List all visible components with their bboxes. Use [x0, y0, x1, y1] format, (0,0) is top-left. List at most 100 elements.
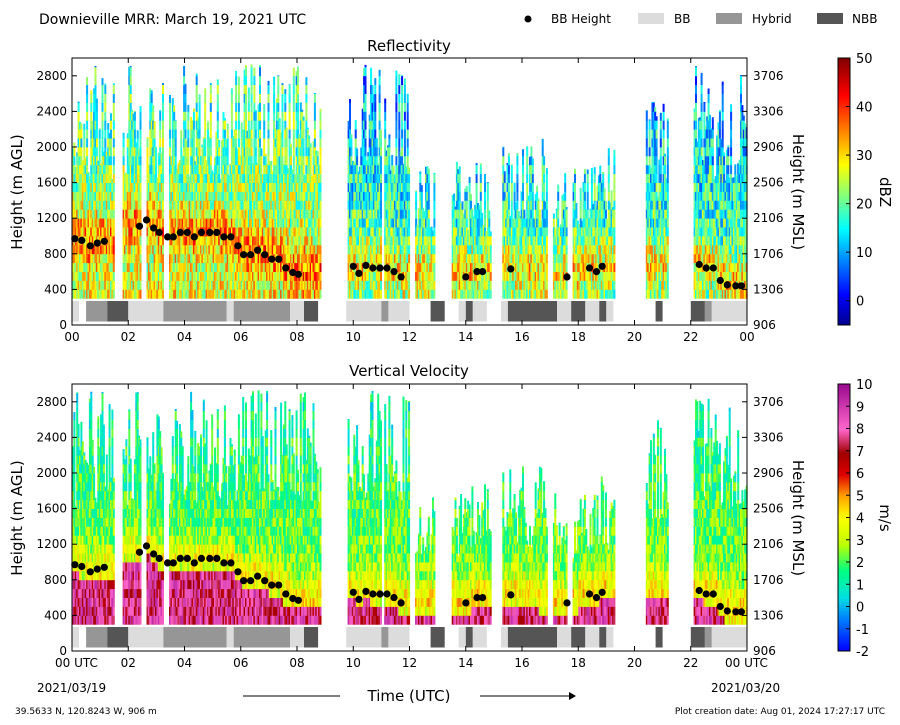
heatmap-cell [209, 218, 212, 228]
heatmap-cell [395, 129, 398, 139]
heatmap-cell [316, 289, 319, 299]
heatmap-cell [273, 200, 276, 210]
heatmap-cell [395, 147, 398, 157]
heatmap-cell [237, 236, 240, 246]
heatmap-cell [74, 244, 77, 255]
heatmap-cell [291, 280, 294, 290]
heatmap-cell [458, 173, 461, 183]
heatmap-cell [218, 164, 221, 175]
heatmap-cell [150, 244, 153, 255]
heatmap-cell [260, 262, 263, 272]
heatmap-cell [354, 147, 357, 157]
heatmap-cell [378, 93, 381, 103]
heatmap-cell [522, 164, 524, 175]
heatmap-cell [285, 253, 288, 264]
heatmap-cell [157, 218, 160, 228]
heatmap-cell [243, 164, 246, 175]
heatmap-cell [398, 93, 401, 103]
heatmap-cell [270, 227, 273, 237]
heatmap-cell [233, 182, 236, 192]
heatmap-cell [302, 262, 305, 272]
heatmap-cell [316, 200, 319, 210]
heatmap-cell [295, 138, 298, 148]
heatmap-cell [208, 164, 211, 175]
heatmap-cell [108, 280, 111, 290]
heatmap-cell [104, 155, 107, 166]
heatmap-cell [415, 209, 418, 219]
heatmap-cell [313, 289, 316, 299]
heatmap-cell [135, 262, 138, 272]
heatmap-cell [256, 173, 259, 183]
heatmap-cell [111, 178, 114, 183]
heatmap-cell [185, 262, 188, 272]
heatmap-cell [195, 236, 198, 246]
heatmap-cell [176, 236, 179, 246]
heatmap-cell [128, 84, 131, 94]
heatmap-cell [195, 227, 198, 237]
heatmap-cell [160, 164, 163, 175]
heatmap-cell [245, 138, 247, 148]
heatmap-cell [230, 218, 233, 228]
heatmap-cell [205, 191, 208, 201]
heatmap-cell [185, 182, 188, 192]
heatmap-cell [507, 153, 510, 157]
heatmap-cell [98, 218, 101, 228]
heatmap-cell [360, 244, 363, 255]
heatmap-cell [221, 173, 224, 183]
heatmap-cell [364, 129, 367, 139]
heatmap-cell [207, 147, 209, 157]
heatmap-cell [531, 158, 534, 166]
heatmap-cell [368, 147, 371, 157]
heatmap-cell [372, 218, 375, 228]
heatmap-cell [93, 182, 96, 192]
heatmap-cell [250, 280, 253, 290]
heatmap-cell [284, 155, 287, 166]
heatmap-cell [184, 289, 187, 299]
heatmap-cell [433, 182, 436, 192]
heatmap-cell [356, 148, 359, 157]
heatmap-cell [207, 129, 209, 139]
heatmap-cell [479, 173, 482, 183]
heatmap-cell [301, 129, 304, 139]
heatmap-cell [513, 182, 516, 192]
heatmap-cell [229, 163, 232, 166]
heatmap-cell [254, 164, 257, 175]
heatmap-cell [380, 191, 382, 201]
heatmap-cell [264, 280, 267, 290]
heatmap-cell [80, 123, 83, 130]
heatmap-cell [131, 109, 134, 112]
heatmap-cell [225, 218, 228, 228]
heatmap-cell [253, 191, 256, 201]
heatmap-cell [90, 244, 93, 255]
heatmap-cell [105, 182, 108, 192]
heatmap-cell [146, 155, 149, 166]
heatmap-cell [187, 129, 190, 139]
heatmap-cell [209, 120, 212, 130]
heatmap-cell [318, 289, 321, 299]
heatmap-cell [378, 111, 381, 121]
heatmap-cell [170, 280, 173, 290]
heatmap-cell [256, 218, 259, 228]
heatmap-cell [178, 173, 181, 183]
heatmap-cell [221, 227, 224, 237]
heatmap-cell [282, 173, 285, 183]
heatmap-cell [110, 129, 112, 139]
heatmap-cell [169, 155, 171, 166]
heatmap-cell [401, 129, 404, 139]
heatmap-cell [273, 280, 276, 290]
heatmap-cell [287, 271, 290, 281]
heatmap-cell [530, 147, 533, 157]
heatmap-cell [195, 129, 198, 139]
heatmap-cell [128, 138, 131, 148]
heatmap-cell [91, 138, 94, 148]
heatmap-cell [267, 191, 270, 201]
heatmap-cell [510, 209, 513, 219]
heatmap-cell [284, 93, 287, 103]
heatmap-cell [221, 289, 224, 299]
heatmap-cell [281, 236, 284, 246]
heatmap-cell [294, 271, 297, 281]
heatmap-cell [153, 164, 156, 175]
heatmap-cell [260, 289, 263, 299]
heatmap-cell [259, 218, 261, 228]
heatmap-cell [204, 218, 207, 228]
